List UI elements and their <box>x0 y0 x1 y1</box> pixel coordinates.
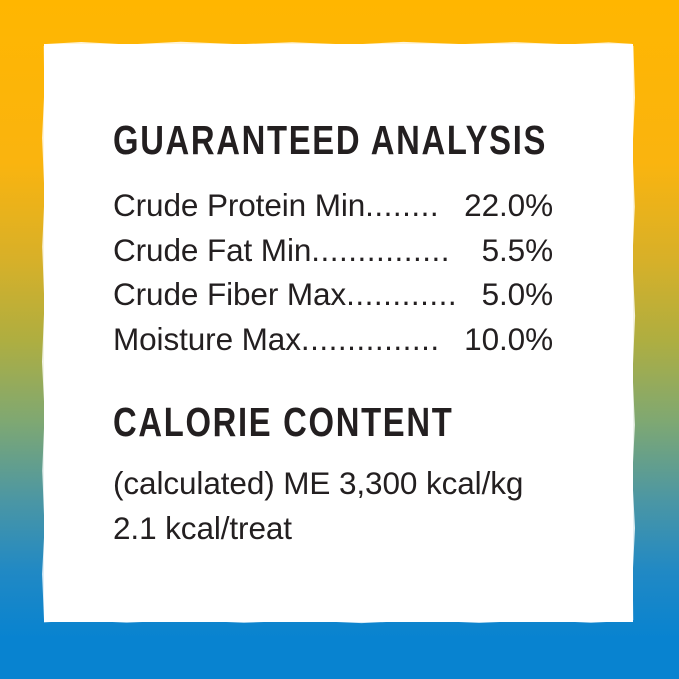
nutrient-label: Crude Fiber Max <box>113 276 347 313</box>
guaranteed-analysis-heading: GUARANTEED ANALYSIS <box>113 117 548 163</box>
nutrient-label: Crude Protein Min <box>113 187 366 223</box>
calorie-content-block: CALORIE CONTENT (calculated) ME 3,300 kc… <box>113 398 553 550</box>
calorie-content-heading: CALORIE CONTENT <box>113 398 454 445</box>
calorie-line: (calculated) ME 3,300 kcal/kg <box>113 464 524 501</box>
analysis-row: Crude Protein Min ........ 22.0% <box>113 183 553 228</box>
analysis-row: Moisture Max ............... 10.0% <box>113 317 553 362</box>
nutrient-label: Crude Fat Min <box>113 231 312 268</box>
dot-leader: ........ <box>365 187 440 223</box>
dot-leader: ............... <box>300 321 440 358</box>
guaranteed-analysis-list: Crude Protein Min ........ 22.0% Crude F… <box>113 183 553 362</box>
white-paper-card <box>44 44 633 622</box>
dot-leader: ............ <box>346 276 458 313</box>
calorie-line: 2.1 kcal/treat <box>113 509 292 546</box>
nutrient-value: 22.0% <box>464 187 553 223</box>
label-content: GUARANTEED ANALYSIS Crude Protein Min ..… <box>113 120 553 550</box>
nutrient-value: 10.0% <box>464 321 553 358</box>
nutrient-value: 5.5% <box>481 231 554 268</box>
nutrient-label: Moisture Max <box>113 321 301 358</box>
analysis-row: Crude Fiber Max ............ 5.0% <box>113 272 553 317</box>
nutrient-value: 5.0% <box>481 276 554 313</box>
card-torn-edge-right <box>631 46 636 620</box>
dot-leader: ............... <box>311 231 451 268</box>
analysis-row: Crude Fat Min ............... 5.5% <box>113 228 553 273</box>
